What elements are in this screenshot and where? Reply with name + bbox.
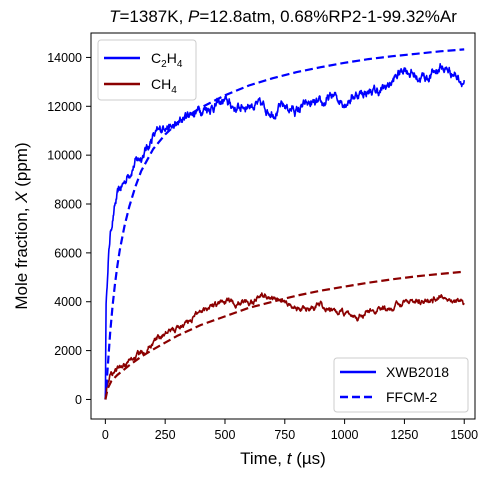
legend-label-xwb2018: XWB2018 — [386, 364, 449, 380]
x-tick-label: 1250 — [391, 428, 419, 442]
legend-c2h4-mid: H — [167, 50, 177, 66]
x-tick-label: 500 — [215, 428, 236, 442]
y-tick-label: 4000 — [54, 295, 82, 309]
title-p-value: =12.8atm, 0.68%RP2-1-99.32%Ar — [199, 7, 457, 26]
x-tick-label: 250 — [155, 428, 176, 442]
species-legend: C2H4 CH4 — [97, 39, 197, 101]
model-legend: XWB2018 FFCM-2 — [333, 357, 469, 413]
title-p-symbol: P — [188, 7, 200, 26]
y-axis-label: Mole fraction, X (ppm) — [12, 142, 31, 309]
x-tick-label: 1500 — [450, 428, 478, 442]
x-axis-ticks: 0 250 500 750 1000 1250 1500 — [102, 419, 478, 442]
y-tick-label: 2000 — [54, 344, 82, 358]
y-tick-label: 14000 — [47, 51, 82, 65]
y-tick-label: 12000 — [47, 100, 82, 114]
legend-ch4-sub1: 4 — [171, 85, 177, 96]
series-line-ch4-ffcm-2 — [104, 270, 465, 400]
legend-ch4-base: CH — [151, 76, 171, 92]
plot-frame — [90, 32, 476, 420]
x-tick-label: 1000 — [331, 428, 359, 442]
y-axis-label-unit: (ppm) — [12, 142, 31, 191]
legend-label-c2h4: C2H4 — [151, 50, 183, 70]
y-axis-label-text: Mole fraction, — [12, 203, 31, 310]
y-tick-label: 6000 — [54, 246, 82, 260]
x-tick-label: 0 — [102, 428, 109, 442]
series-line-c2h4-xwb2018 — [104, 62, 465, 400]
x-axis-label: Time, t (µs) — [240, 449, 326, 468]
y-tick-label: 8000 — [54, 198, 82, 212]
x-axis-label-text: Time, — [240, 449, 287, 468]
x-axis-label-unit: (µs) — [291, 449, 325, 468]
title-t-symbol: T — [109, 7, 121, 26]
series-layer — [104, 48, 465, 400]
legend-label-ch4: CH4 — [151, 76, 177, 96]
plot-area: 0 250 500 750 1000 1250 1500 0 2000 4000 6000 8000… — [47, 32, 478, 442]
x-axis-label-symbol: t — [287, 449, 293, 468]
y-tick-label: 10000 — [47, 149, 82, 163]
chart-title: T=1387K, P=12.8atm, 0.68%RP2-1-99.32%Ar — [109, 7, 457, 26]
y-axis-label-symbol: X — [12, 191, 31, 204]
title-t-value: =1387K, — [120, 7, 189, 26]
legend-label-ffcm2: FFCM-2 — [386, 389, 438, 405]
y-axis-ticks: 0 2000 4000 6000 8000 10000 12000 14000 — [47, 51, 91, 407]
legend-c2h4-sub2: 4 — [177, 59, 183, 70]
y-tick-label: 0 — [75, 393, 82, 407]
species-legend-box — [97, 39, 197, 101]
series-line-ch4-xwb2018 — [104, 292, 465, 400]
x-tick-label: 750 — [274, 428, 295, 442]
legend-c2h4-sub1: 2 — [161, 59, 167, 70]
series-line-c2h4-ffcm-2 — [104, 48, 465, 400]
legend-c2h4-base: C — [151, 50, 161, 66]
